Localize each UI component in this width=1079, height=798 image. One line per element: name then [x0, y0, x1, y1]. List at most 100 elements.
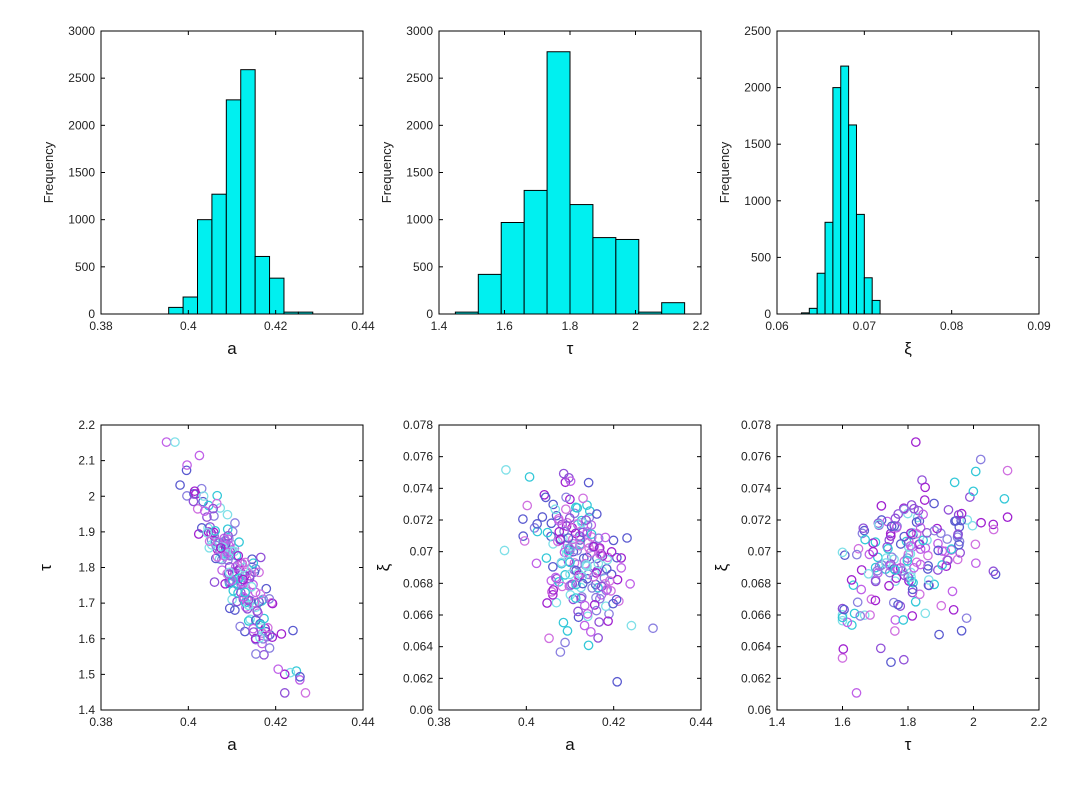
y-tick-label: 0.076: [741, 450, 771, 464]
scatter-point: [851, 549, 862, 560]
scatter-point: [890, 626, 900, 636]
scatter-point: [560, 570, 570, 580]
scatter-point: [868, 546, 878, 557]
x-axis-label: a: [227, 339, 237, 358]
y-tick-label: 0.064: [741, 640, 771, 654]
scatter-point: [910, 437, 921, 447]
scatter-point: [522, 500, 533, 511]
y-axis-label: ξ: [712, 563, 731, 571]
scatter-point: [577, 571, 588, 582]
scatter-point: [188, 496, 199, 507]
scatter-point: [908, 577, 918, 588]
scatter-point: [581, 515, 591, 526]
scatter-point: [554, 526, 565, 537]
scatter-point: [903, 572, 914, 583]
scatter-point: [222, 568, 233, 579]
scatter-point: [546, 587, 557, 597]
histogram-bar: [297, 311, 314, 315]
scatter-point: [577, 578, 588, 589]
scatter-point: [897, 566, 907, 576]
scatter-point: [929, 525, 940, 536]
scatter-point: [890, 565, 900, 575]
y-tick-label: 1.6: [78, 632, 95, 646]
scatter-point: [851, 688, 862, 698]
x-tick-label: 1.6: [496, 319, 513, 333]
histogram-bar: [477, 273, 502, 315]
chart-hist-a: 0.38 0.4 0.42 0.44 0 500 1000 1500 2000 2500 3000 a…: [41, 24, 375, 358]
scatter-point: [599, 573, 610, 583]
scatter-point: [279, 669, 290, 680]
scatter-point: [555, 647, 566, 657]
scatter-point: [548, 499, 559, 510]
x-tick-label: 2: [970, 715, 977, 729]
plot-area: [438, 424, 702, 711]
scatter-point: [899, 504, 910, 515]
scatter-point: [561, 504, 571, 515]
scatter-point: [578, 553, 589, 564]
scatter-point: [212, 552, 223, 562]
scatter-point: [612, 676, 623, 687]
scatter-point: [238, 574, 248, 585]
scatter-point: [907, 584, 918, 595]
scatter-point: [838, 644, 849, 654]
y-tick-label: 500: [75, 260, 95, 274]
histogram-bar: [871, 299, 881, 315]
x-tick-label: 0.07: [853, 319, 877, 333]
x-tick-label: 1.8: [900, 715, 917, 729]
scatter-point: [872, 565, 883, 576]
scatter-point: [923, 580, 934, 591]
y-tick-label: 1.5: [78, 667, 95, 681]
histogram-bar: [197, 219, 213, 315]
scatter-point: [587, 583, 597, 593]
scatter-point: [249, 597, 260, 608]
scatter-point: [233, 550, 244, 561]
scatter-point: [951, 515, 962, 526]
scatter-point: [246, 581, 257, 592]
y-tick-label: 0.074: [403, 481, 433, 495]
scatter-point: [224, 603, 235, 614]
histogram-bar: [269, 277, 285, 315]
x-axis-label: τ: [567, 339, 574, 358]
scatter-point: [518, 514, 528, 524]
y-tick-label: 1000: [68, 213, 95, 227]
scatter-point: [837, 615, 848, 626]
y-axis-label: Frequency: [41, 141, 56, 203]
y-tick-label: 3000: [406, 24, 433, 38]
scatter-point: [261, 583, 272, 594]
x-tick-label: 1.4: [769, 715, 786, 729]
histogram-bar: [832, 87, 842, 315]
scatter-point: [264, 643, 275, 653]
y-tick-label: 2000: [68, 118, 95, 132]
scatter-point: [1002, 465, 1013, 476]
scatter-point: [920, 608, 931, 619]
histogram-bar: [254, 255, 271, 315]
scatter-point: [904, 542, 914, 552]
scatter-point: [551, 597, 562, 608]
y-tick-label: 0.072: [741, 513, 771, 527]
scatter-point: [591, 605, 602, 616]
scatter-point: [562, 626, 573, 636]
scatter-point: [952, 554, 963, 565]
scatter-point: [934, 629, 944, 640]
scatter-point: [575, 540, 585, 551]
x-tick-label: 0.08: [940, 319, 964, 333]
scatter-point: [988, 566, 999, 577]
scatter-point: [223, 547, 233, 558]
scatter-point: [561, 492, 571, 503]
y-tick-label: 0.062: [403, 671, 433, 685]
scatter-point: [895, 539, 906, 549]
scatter-point: [999, 493, 1010, 504]
scatter-point: [550, 572, 561, 583]
scatter-point: [194, 450, 205, 461]
scatter-point: [909, 503, 919, 514]
y-tick-label: 0.064: [403, 640, 433, 654]
x-tick-label: 0.38: [89, 715, 113, 729]
y-tick-label: 0.068: [403, 576, 433, 590]
y-axis-label: τ: [36, 564, 55, 571]
scatter-point: [565, 476, 576, 487]
scatter-point: [600, 532, 611, 543]
y-axis-label: ξ: [374, 563, 393, 571]
y-tick-label: 1000: [406, 213, 433, 227]
scatter-point: [907, 611, 918, 621]
histogram-bar: [840, 65, 850, 315]
